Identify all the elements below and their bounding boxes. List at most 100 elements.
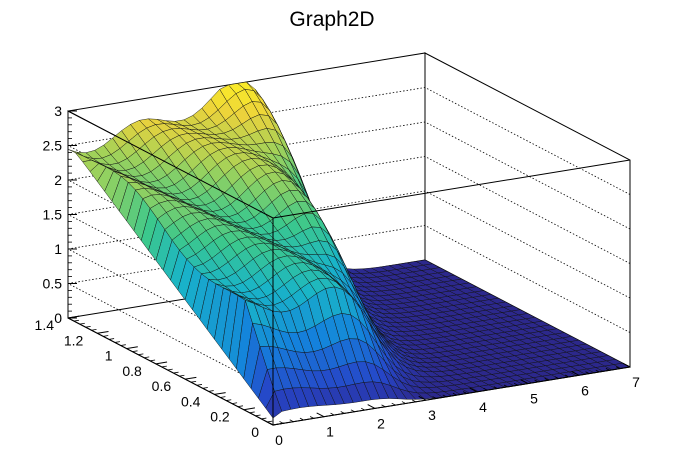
y-minor-tick bbox=[196, 384, 203, 386]
x-minor-tick bbox=[330, 412, 335, 416]
x-minor-tick bbox=[411, 399, 416, 403]
y-minor-tick bbox=[144, 356, 150, 359]
y-tick-label: 1.2 bbox=[64, 332, 84, 348]
x-minor-tick bbox=[432, 396, 437, 399]
z-tick-label: 0 bbox=[54, 310, 62, 326]
z-tick-label: 0.5 bbox=[43, 276, 63, 292]
x-minor-tick bbox=[299, 417, 304, 421]
z-tick-label: 1.5 bbox=[43, 207, 63, 223]
x-tick-label: 3 bbox=[428, 407, 436, 423]
x-minor-tick bbox=[534, 379, 539, 383]
x-minor-tick bbox=[340, 411, 345, 414]
x-minor-tick bbox=[350, 409, 355, 413]
x-minor-tick bbox=[462, 391, 467, 394]
x-minor-tick bbox=[493, 386, 498, 389]
y-minor-tick bbox=[202, 387, 208, 389]
y-minor-tick bbox=[149, 359, 156, 362]
y-minor-tick bbox=[103, 335, 109, 337]
x-minor-tick bbox=[360, 407, 365, 411]
y-minor-tick bbox=[114, 341, 121, 343]
y-tick-label: 0 bbox=[251, 424, 259, 440]
z-tick-label: 1 bbox=[54, 241, 62, 257]
y-minor-tick bbox=[237, 405, 244, 408]
y-tick bbox=[97, 330, 109, 334]
y-axis: 0 0.2 0.4 0.6 0.8 1 1.2 1.4 bbox=[35, 315, 285, 440]
x-minor-tick bbox=[513, 382, 518, 386]
grid-line-z bbox=[67, 87, 631, 195]
y-minor-tick bbox=[267, 420, 273, 423]
z-tick-label: 2 bbox=[54, 172, 62, 188]
x-tick bbox=[622, 362, 631, 368]
z-tick-label: 2.5 bbox=[43, 138, 63, 154]
y-minor-tick bbox=[79, 322, 85, 325]
y-minor-tick bbox=[190, 380, 197, 383]
grid-line-z bbox=[67, 283, 274, 391]
grid-line-z bbox=[67, 121, 631, 230]
x-tick-label: 2 bbox=[377, 415, 385, 431]
grid-line-z bbox=[67, 156, 631, 264]
x-minor-tick bbox=[391, 402, 396, 406]
box-edge bbox=[67, 110, 274, 219]
x-tick bbox=[469, 387, 478, 393]
y-tick bbox=[243, 407, 256, 411]
y-minor-tick bbox=[220, 396, 226, 398]
x-tick bbox=[571, 371, 580, 376]
y-tick-label: 0.8 bbox=[122, 363, 142, 379]
x-minor-tick bbox=[595, 369, 600, 373]
y-minor-tick bbox=[249, 411, 255, 414]
x-tick bbox=[316, 412, 325, 418]
box-edge bbox=[272, 159, 631, 219]
y-minor-tick bbox=[173, 371, 179, 374]
y-minor-tick bbox=[261, 417, 267, 420]
y-tick bbox=[185, 376, 197, 380]
surface-mesh bbox=[67, 81, 631, 419]
x-minor-tick bbox=[381, 404, 386, 408]
y-tick-label: 1 bbox=[105, 348, 113, 364]
y-minor-tick bbox=[179, 374, 185, 377]
y-minor-tick bbox=[161, 365, 167, 368]
y-tick-label: 0.6 bbox=[152, 378, 172, 394]
y-tick-label: 0.2 bbox=[210, 409, 230, 425]
x-minor-tick bbox=[554, 376, 559, 379]
y-minor-tick bbox=[231, 402, 238, 404]
y-tick bbox=[67, 315, 80, 319]
y-minor-tick bbox=[138, 353, 144, 356]
x-minor-tick bbox=[289, 419, 294, 423]
x-minor-tick bbox=[605, 368, 610, 371]
y-minor-tick bbox=[208, 390, 214, 392]
x-minor-tick bbox=[585, 371, 590, 374]
y-tick bbox=[126, 346, 138, 350]
y-minor-tick bbox=[226, 399, 232, 401]
x-minor-tick bbox=[483, 387, 488, 391]
y-minor-tick bbox=[120, 344, 126, 346]
z-axis: 0 0.5 1 1.5 2 2.5 3 bbox=[43, 103, 77, 326]
x-tick bbox=[367, 404, 376, 409]
y-minor-tick bbox=[91, 329, 97, 331]
x-tick-label: 0 bbox=[275, 432, 283, 448]
grid-line-z bbox=[67, 190, 631, 299]
x-tick bbox=[520, 379, 529, 385]
chart-title: Graph2D bbox=[289, 8, 374, 31]
y-axis-line bbox=[67, 317, 274, 426]
y-minor-tick bbox=[73, 319, 80, 322]
x-tick bbox=[418, 395, 427, 401]
y-minor-tick bbox=[132, 350, 138, 353]
x-minor-tick bbox=[615, 366, 620, 370]
x-tick-label: 6 bbox=[581, 382, 589, 398]
x-minor-tick bbox=[503, 384, 508, 388]
y-minor-tick bbox=[85, 325, 91, 328]
x-tick bbox=[265, 420, 274, 426]
y-minor-tick bbox=[108, 338, 115, 340]
x-minor-tick bbox=[564, 374, 569, 378]
y-tick-label: 0.4 bbox=[181, 393, 201, 409]
z-tick-label: 3 bbox=[54, 103, 62, 119]
x-tick-label: 4 bbox=[479, 399, 487, 415]
x-minor-tick bbox=[279, 421, 284, 424]
y-tick-label: 1.4 bbox=[35, 317, 55, 333]
x-axis-line bbox=[272, 366, 631, 426]
y-minor-tick bbox=[255, 414, 261, 417]
y-tick bbox=[214, 392, 226, 395]
x-minor-tick bbox=[452, 392, 457, 396]
